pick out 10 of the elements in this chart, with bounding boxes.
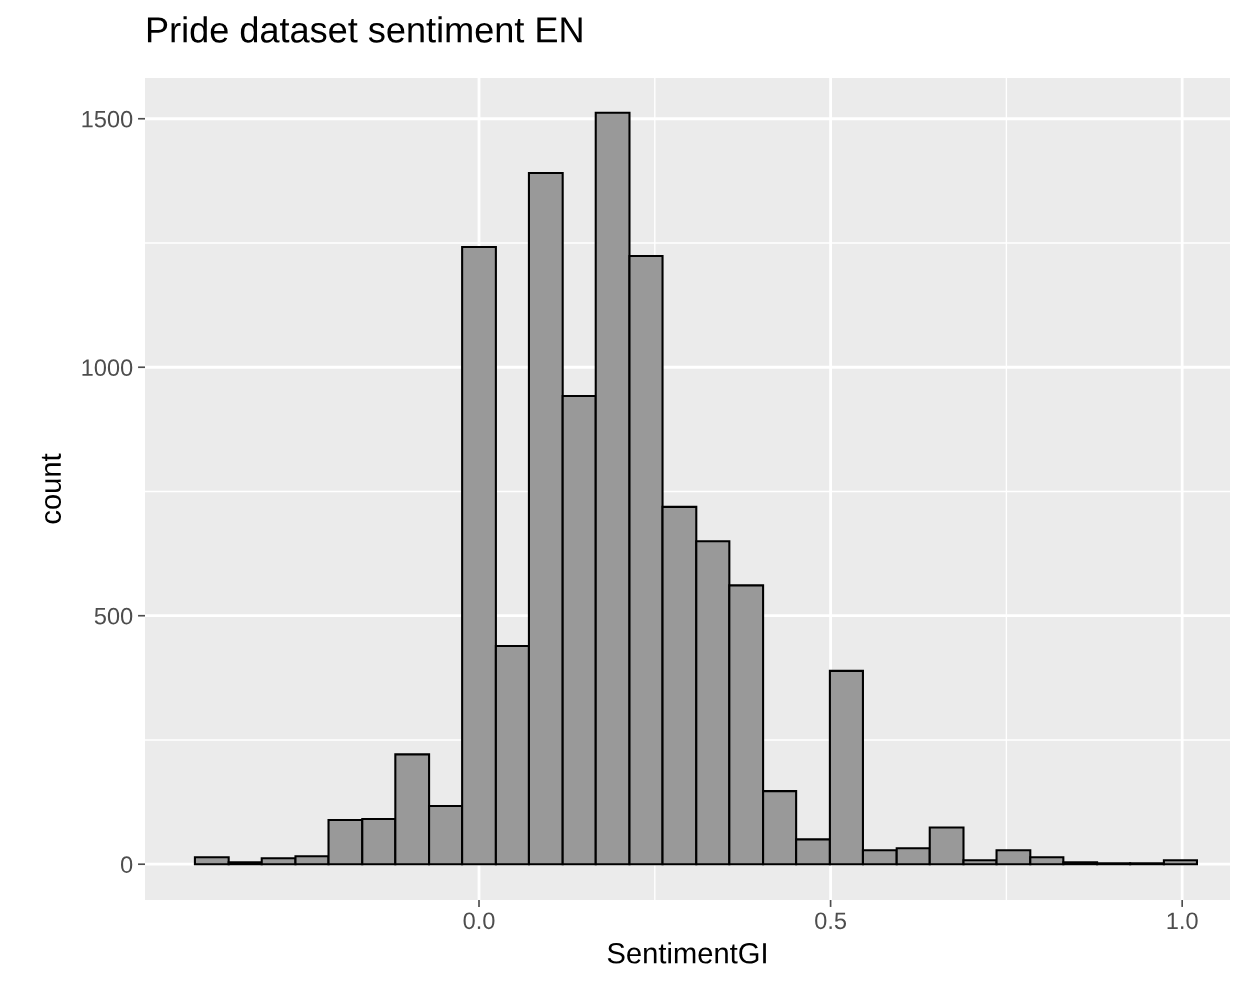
- y-tick-label: 1500: [82, 110, 133, 128]
- y-tick-label: 1000: [82, 359, 133, 377]
- x-axis-title: SentimentGI: [607, 942, 766, 964]
- x-tick-label: 0.5: [815, 912, 847, 930]
- y-tick-label: 0: [120, 856, 133, 874]
- x-tick-label: 0.0: [463, 912, 495, 930]
- chart-title: Pride dataset sentiment EN: [147, 16, 582, 43]
- y-axis-title: count: [41, 453, 62, 524]
- x-tick-label: 1.0: [1167, 912, 1198, 930]
- y-tick-label: 500: [94, 607, 133, 625]
